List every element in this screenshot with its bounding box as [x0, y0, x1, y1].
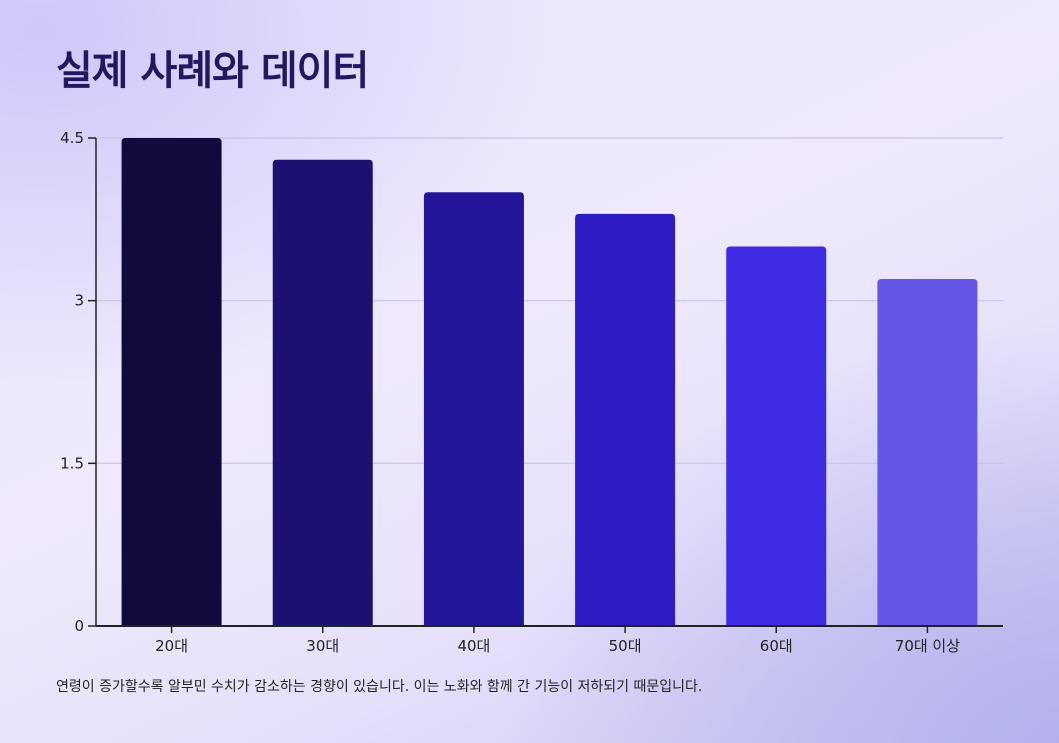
bar-chart: 0 1.5 3 4.5 20대 30대 40대 50대 60대 70대 이상 [60, 129, 1003, 655]
x-tick-label: 50대 [609, 637, 642, 655]
y-tick-label: 3 [74, 292, 84, 310]
y-tick-label: 1.5 [60, 454, 84, 472]
axes [95, 138, 1003, 627]
slide-title: 실제 사례와 데이터 [56, 48, 369, 94]
x-axis-ticks: 20대 30대 40대 50대 60대 70대 이상 [155, 626, 960, 655]
bar-3 [423, 192, 524, 626]
x-tick-label: 60대 [760, 637, 793, 655]
x-tick-label: 30대 [306, 637, 339, 655]
bar-5 [726, 246, 827, 626]
gridlines [96, 137, 1003, 464]
bar-4 [575, 213, 676, 626]
x-tick-label: 70대 이상 [895, 637, 960, 655]
bar-2 [272, 159, 373, 626]
y-tick-label: 0 [74, 617, 84, 635]
chart-caption: 연령이 증가할수록 알부민 수치가 감소하는 경향이 있습니다. 이는 노화와 … [56, 679, 703, 695]
bar-6 [877, 278, 978, 626]
y-axis-ticks: 0 1.5 3 4.5 [60, 129, 96, 635]
bars [121, 138, 978, 626]
x-tick-label: 40대 [457, 637, 490, 655]
x-tick-label: 20대 [155, 637, 188, 655]
y-tick-label: 4.5 [60, 129, 84, 147]
bar-1 [121, 138, 222, 626]
